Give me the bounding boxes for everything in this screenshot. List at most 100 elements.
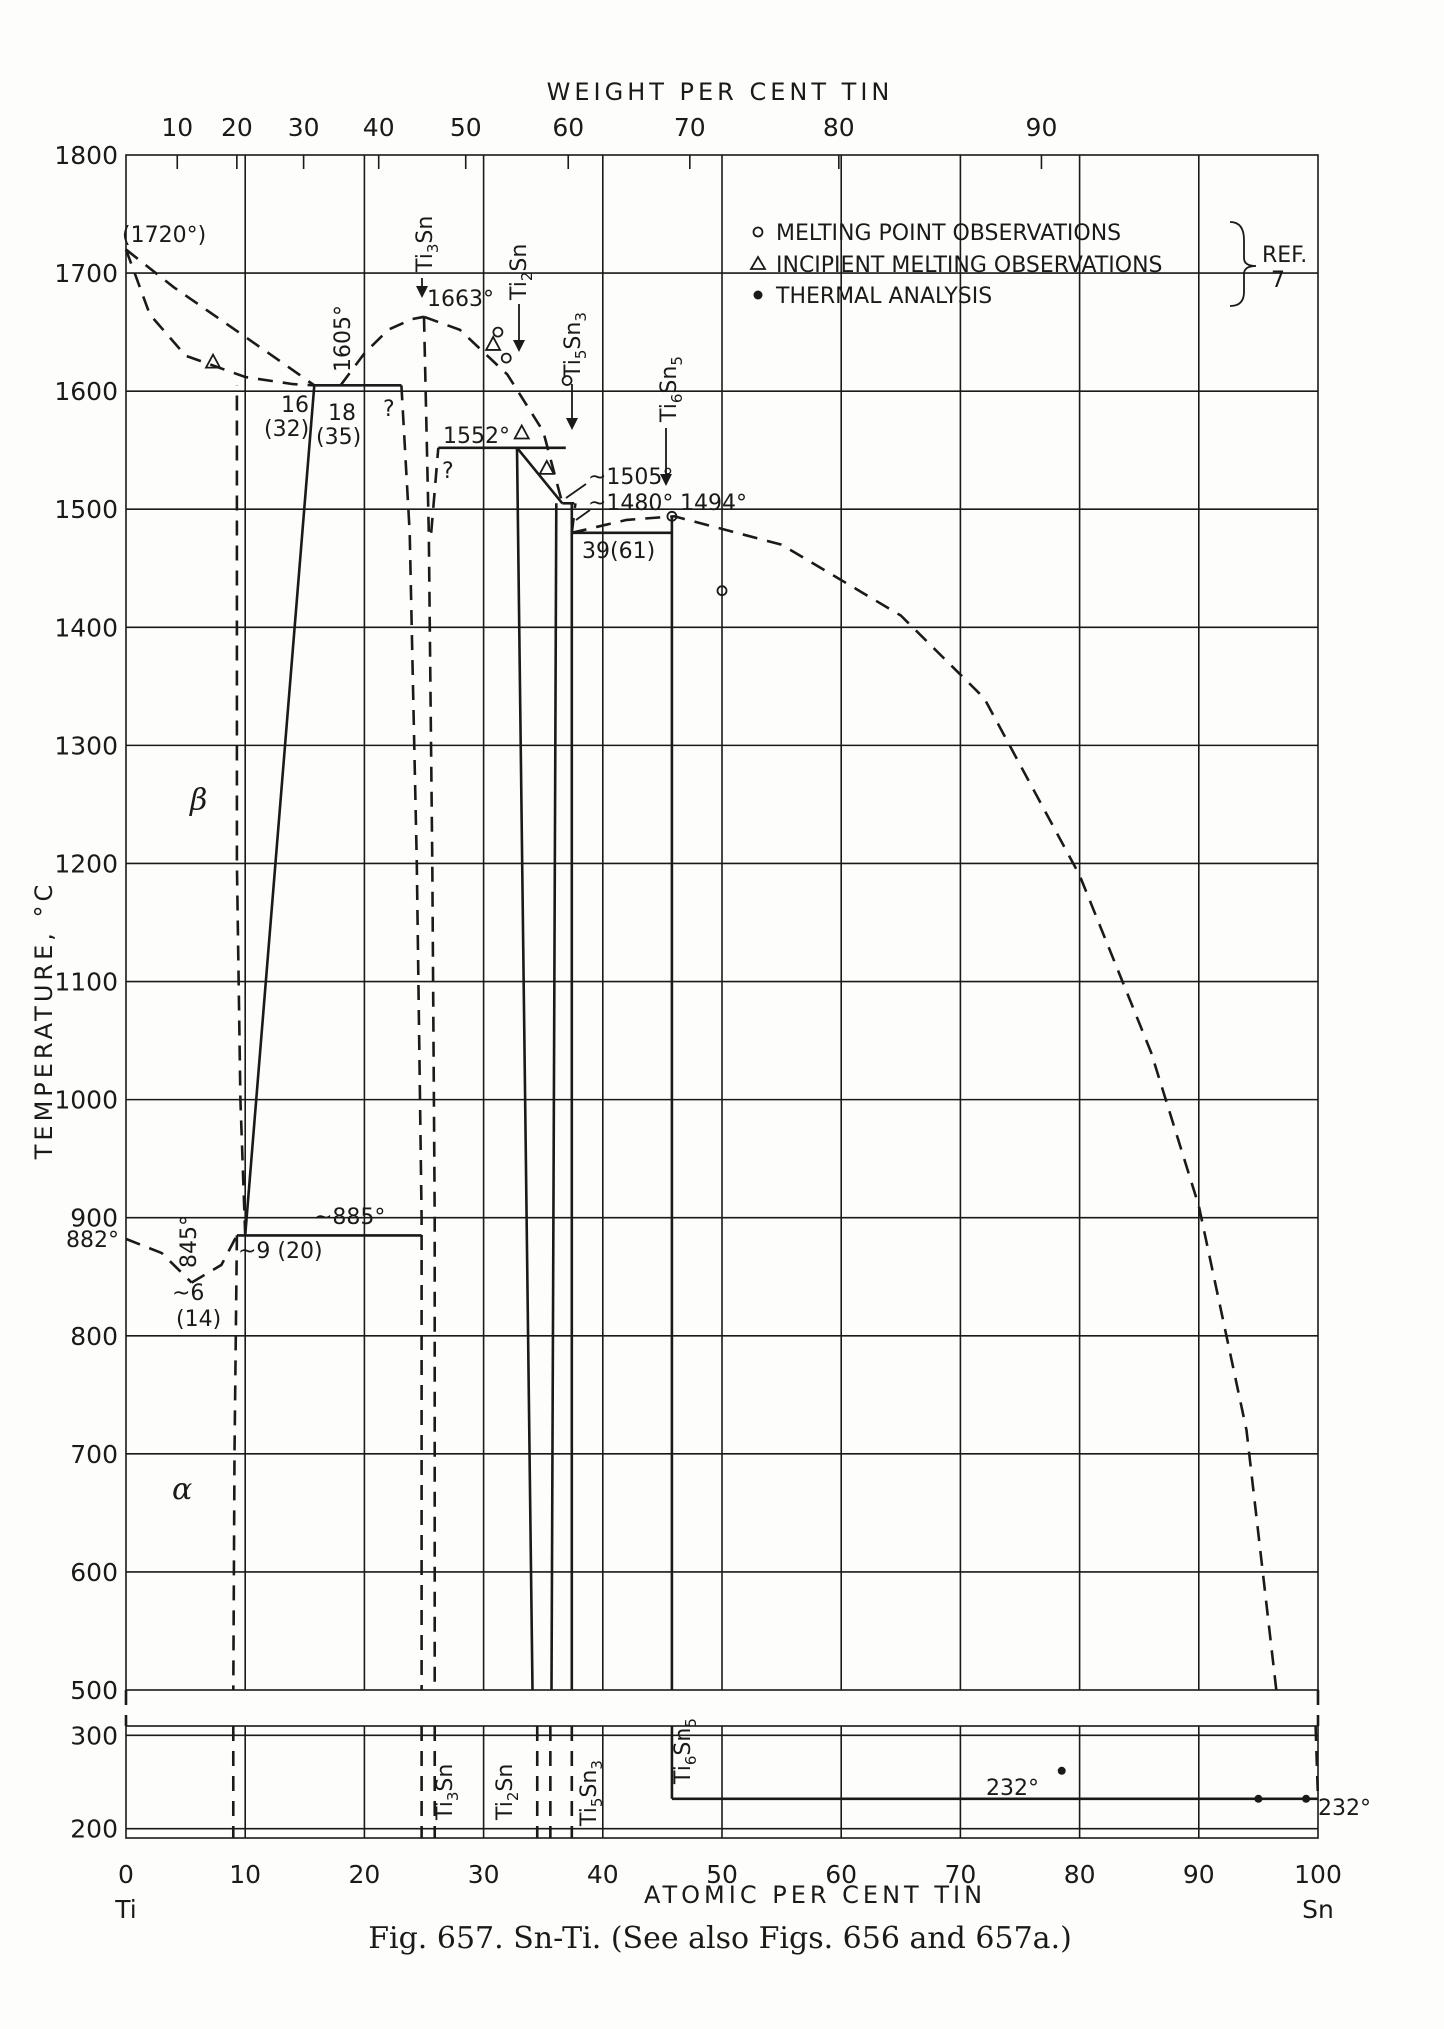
x-tick-label-30: 30: [468, 1860, 500, 1889]
annotation-16: 16: [281, 393, 309, 418]
tick-layer: 0 10 20 30 40 50 60 70 80 90 100 1800 1700 1600 1500 14…: [54, 113, 1341, 1889]
ti2sn-top-sn: Sn: [507, 244, 532, 272]
legend-label-incipient: INCIPIENT MELTING OBSERVATIONS: [776, 253, 1163, 278]
ti5sn3-top-sn: Sn: [561, 322, 586, 350]
ti6sn5-top-sub2: 5: [668, 356, 686, 366]
dashed-curve-3: [423, 315, 564, 504]
arrow-ti6sn5-head-icon: [660, 474, 672, 486]
incipient-melting-marker-1: [484, 335, 502, 351]
ti5sn3-bottom-main: Ti: [577, 1807, 602, 1827]
dashed-curve-8: [125, 1237, 193, 1284]
annotation-35: (35): [316, 425, 361, 450]
ti2sn-bottom-sn: Sn: [493, 1764, 518, 1792]
solid-line-4: [515, 447, 534, 1691]
marker-layer: [204, 326, 1311, 1803]
compound-label-ti5sn3-bottom: Ti5Sn3: [577, 1760, 606, 1827]
y-tick-label-1200: 1200: [54, 849, 118, 878]
melting-point-marker-4: [716, 585, 728, 597]
dashed-curve-6: [422, 316, 436, 1690]
ti6sn5-top-sn: Sn: [657, 366, 682, 394]
y-tick-label-500: 500: [70, 1676, 118, 1705]
dashed-curve-9: [190, 1234, 239, 1284]
y-tick-label-1300: 1300: [54, 731, 118, 760]
compound-label-ti3sn-bottom: Ti3Sn: [433, 1764, 462, 1821]
top-tick-label-60: 60: [552, 113, 584, 142]
phase-label-beta: β: [189, 783, 207, 818]
x-tick-label-80: 80: [1064, 1860, 1096, 1889]
compound-label-ti6sn5-top: Ti6Sn5: [657, 356, 686, 423]
melting-point-marker-0: [492, 326, 504, 338]
top-tick-label-30: 30: [288, 113, 320, 142]
y-tick-label-1400: 1400: [54, 613, 118, 642]
ti5sn3-top-sub2: 3: [572, 312, 590, 322]
legend-label-thermal: THERMAL ANALYSIS: [775, 284, 992, 309]
legend: MELTING POINT OBSERVATIONS INCIPIENT MEL…: [749, 221, 1307, 309]
melting-point-marker-3: [666, 510, 678, 522]
y-tick-label-lower-200: 200: [70, 1815, 118, 1844]
annotation-18: 18: [328, 401, 356, 426]
ti5sn3-top-main: Ti: [561, 359, 586, 379]
svg-text:Ti6Sn5: Ti6Sn5: [657, 356, 686, 423]
annotation-1494: 1494°: [680, 491, 747, 516]
ti3sn-bottom-sn: Sn: [433, 1764, 458, 1792]
annotation-9-20: ~9 (20): [238, 1239, 323, 1264]
arrow-1480-shaft: [575, 509, 591, 521]
x-tick-label-100: 100: [1294, 1860, 1342, 1889]
dashed-curve-10: [232, 1235, 239, 1691]
ti3sn-top-sub: 3: [424, 244, 442, 254]
legend-ref-label: REF.: [1262, 243, 1307, 268]
compound-label-ti6sn5-bottom: Ti6Sn5: [671, 1718, 700, 1785]
ti2sn-bottom-main: Ti: [493, 1801, 518, 1821]
ti6sn5-bottom-main: Ti: [671, 1765, 696, 1785]
y-tick-label-700: 700: [70, 1440, 118, 1469]
x-tick-label-40: 40: [587, 1860, 619, 1889]
figure-caption: Fig. 657. Sn-Ti. (See also Figs. 656 and…: [368, 1921, 1072, 1956]
incipient-melting-marker-3: [538, 459, 556, 475]
x-tick-label-20: 20: [348, 1860, 380, 1889]
top-tick-label-10: 10: [161, 113, 193, 142]
compound-label-ti2sn-top: Ti2Sn: [507, 244, 536, 301]
solid-line-5: [550, 503, 558, 1691]
top-tick-label-40: 40: [363, 113, 395, 142]
top-axis-title: WEIGHT PER CENT TIN: [547, 78, 894, 106]
arrow-ti3sn-head-icon: [416, 286, 428, 298]
y-tick-label-1800: 1800: [54, 141, 118, 170]
dashed-curve-5: [400, 385, 423, 1690]
y-tick-label-1600: 1600: [54, 377, 118, 406]
annotation-845: 845°: [177, 1215, 202, 1268]
ti6sn5-bottom-sub2: 5: [682, 1718, 700, 1728]
ti5sn3-top-sub1: 5: [572, 350, 590, 360]
y-tick-label-800: 800: [70, 1322, 118, 1351]
phase-label-alpha: α: [172, 1472, 192, 1507]
dashed-curve-1: [124, 249, 315, 387]
legend-label-melting: MELTING POINT OBSERVATIONS: [776, 221, 1121, 246]
dashed-curve-0: [125, 248, 316, 387]
svg-text:Ti5Sn3: Ti5Sn3: [577, 1760, 606, 1827]
annotation-1552: 1552°: [443, 424, 510, 449]
annotation-1720: (1720°): [122, 223, 206, 248]
tin-liquidus-dashed: [1314, 1725, 1320, 1799]
ti3sn-bottom-main: Ti: [433, 1801, 458, 1821]
svg-text:Ti2Sn: Ti2Sn: [493, 1764, 522, 1821]
ti5sn3-bottom-sn: Sn: [577, 1770, 602, 1798]
legend-filled-circle-icon: [753, 290, 763, 300]
ti2sn-bottom-sub: 2: [504, 1792, 522, 1802]
annotation-1480: ~1480°: [588, 491, 673, 516]
grid-layer: [124, 154, 1320, 1839]
ti3sn-top-sn: Sn: [413, 216, 438, 244]
svg-text:Ti3Sn: Ti3Sn: [433, 1764, 462, 1821]
dashed-curve-7: [235, 385, 247, 1236]
ti5sn3-bottom-sub1: 5: [588, 1798, 606, 1808]
compound-label-ti2sn-bottom: Ti2Sn: [493, 1764, 522, 1821]
compound-label-ti5sn3-top: Ti5Sn3: [561, 312, 590, 379]
thermal-analysis-marker-2: [1057, 1766, 1066, 1775]
compound-arrows: [416, 278, 672, 521]
solid-line-7: [515, 446, 564, 505]
dashed-curve-12: [570, 503, 577, 533]
x-tick-label-0: 0: [118, 1860, 134, 1889]
top-tick-label-90: 90: [1026, 113, 1058, 142]
svg-text:Ti3Sn: Ti3Sn: [413, 216, 442, 273]
annotation-882: 882°: [66, 1228, 119, 1253]
x-axis-title: ATOMIC PER CENT TIN: [644, 1881, 986, 1909]
ti6sn5-bottom-sn: Sn: [671, 1728, 696, 1756]
